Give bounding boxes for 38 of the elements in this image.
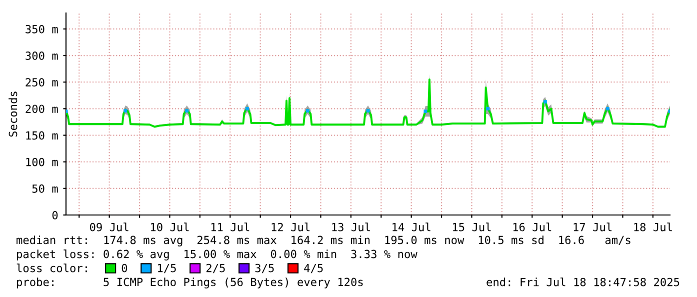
legend-label: 0 — [122, 264, 128, 272]
legend-label: 4/5 — [304, 264, 323, 274]
point — [185, 109, 189, 113]
y-tick-label: 0 — [52, 211, 58, 220]
y-tick-label: 250 m — [26, 78, 58, 87]
x-tick-label: 10 Jul — [150, 222, 189, 232]
x-tick-label: 14 Jul — [392, 222, 430, 232]
y-axis-title: Seconds — [8, 92, 18, 137]
x-tick-label: 15 Jul — [452, 222, 491, 232]
y-tick-label: 100 m — [26, 158, 58, 166]
x-tick-label: 16 Jul — [513, 222, 552, 232]
point — [486, 106, 490, 110]
legend-label: 3/5 — [255, 264, 274, 274]
legend-title: loss color: — [16, 264, 87, 272]
x-tick-label: 12 Jul — [272, 222, 310, 232]
legend-label: 2/5 — [206, 264, 225, 274]
x-tick-label: 09 Jul — [90, 222, 128, 232]
point — [606, 106, 610, 110]
y-tick-label: 300 m — [26, 52, 58, 60]
text: end: Fri Jul 18 18:47:58 2025 — [486, 278, 680, 286]
y-tick-label: 50 m — [32, 184, 58, 193]
point — [366, 109, 370, 113]
point — [544, 100, 547, 104]
text: median rtt: 174.8 ms avg 254.8 ms max 164.2 ms min 195.0 ms now 10.5 ms sd 16.6 am/s — [16, 236, 630, 246]
legend-label: 1/5 — [158, 264, 176, 274]
point — [124, 109, 128, 113]
y-tick-label: 150 m — [26, 131, 58, 140]
x-tick-label: 13 Jul — [332, 222, 370, 232]
point — [424, 110, 428, 114]
point — [306, 109, 310, 113]
y-tick-label: 350 m — [26, 24, 58, 34]
text: probe: 5 ICMP Echo Pings (56 Bytes) every 120s — [17, 278, 363, 288]
text: packet loss: 0.62 % avg 15.00 % max 0.00 % min 3.33 % now — [17, 250, 418, 260]
y-tick-label: 200 m — [26, 104, 58, 114]
x-tick-label: 17 Jul — [574, 222, 612, 232]
point — [246, 106, 249, 110]
x-tick-label: 11 Jul — [211, 222, 250, 232]
x-tick-label: 18 Jul — [634, 222, 672, 232]
